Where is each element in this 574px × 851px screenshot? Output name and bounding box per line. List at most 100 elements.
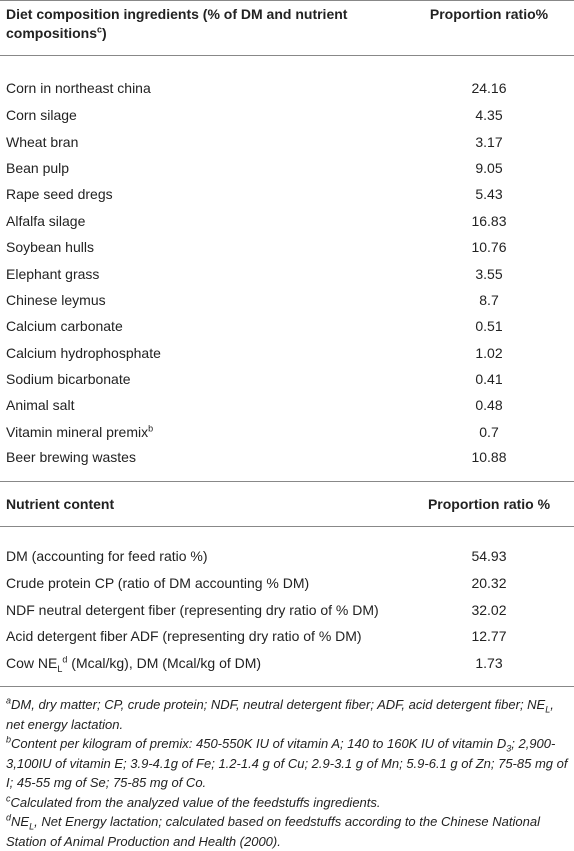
row-label: Rape seed dregs [0,181,404,207]
table-row: Acid detergent fiber ADF (representing d… [0,623,574,649]
row-value: 24.16 [404,56,574,103]
row-label: Acid detergent fiber ADF (representing d… [0,623,404,649]
cell-text: 12.77 [471,628,507,645]
row-label: DM (accounting for feed ratio %) [0,527,404,571]
cell-text: Proportion ratio % [427,495,551,512]
row-value: 32.02 [404,596,574,622]
row-label: Crude protein CP (ratio of DM accounting… [0,570,404,596]
row-value: 12.77 [404,623,574,649]
cell-text: Corn silage [6,107,77,124]
cell-text: Crude protein CP (ratio of DM accounting… [6,575,310,592]
cell-text: Rape seed dregs [6,186,113,203]
cell-text: 0.51 [475,318,503,335]
superscript: d [6,812,12,823]
header-cell: Diet composition ingredients (% of DM an… [0,0,404,56]
cell-text: Acid detergent fiber ADF (representing d… [6,628,362,645]
cell-text: 0.48 [475,397,503,414]
row-value: 9.05 [404,155,574,181]
superscript: b [148,423,154,434]
text-segment: ) [102,25,107,41]
cell-text: 1.73 [475,655,503,672]
row-value: 0.48 [404,392,574,418]
cell-text: 4.35 [475,107,503,124]
superscript: d [62,654,68,665]
cell-text: Bean pulp [6,159,70,176]
cell-text: 8.7 [479,291,499,308]
header-cell: Proportion ratio % [404,481,574,528]
text-segment: DM, dry matter; CP, crude protein; NDF, … [11,697,546,713]
superscript: c [97,24,103,35]
text-segment: Cow NE [6,655,58,672]
row-value: 0.41 [404,366,574,392]
cell-text: Corn in northeast china [6,80,151,96]
table-row: Corn in northeast china 24.16 [0,56,574,103]
row-label: Cow NELd (Mcal/kg), DM (Mcal/kg of DM) [0,649,404,688]
row-value: 3.55 [404,260,574,286]
subscript: L [57,664,63,675]
cell-text: NDF neutral detergent fiber (representin… [6,601,379,618]
header-cell: Nutrient content [0,481,404,528]
table-row: Calcium hydrophosphate 1.02 [0,340,574,366]
table-row: Crude protein CP (ratio of DM accounting… [0,570,574,596]
row-label: Calcium hydrophosphate [0,340,404,366]
row-label: Corn in northeast china [0,56,404,103]
cell-text: 20.32 [471,575,507,592]
text-segment: NE [11,814,30,830]
subscript: 3 [506,743,512,754]
table-row: Animal salt 0.48 [0,392,574,418]
row-value: 1.73 [404,649,574,688]
text-segment: Vitamin mineral premix [6,423,149,440]
text-segment: , net energy lactation. [6,697,554,732]
row-value: 54.93 [404,527,574,571]
header-row: Diet composition ingredients (% of DM an… [0,0,574,56]
subscript: L [29,821,35,832]
row-label: Calcium carbonate [0,313,404,339]
cell-text: 3.17 [475,133,503,150]
cell-text: 5.43 [475,186,503,203]
row-label: Vitamin mineral premixb [0,419,404,445]
row-value: 8.7 [404,287,574,313]
cell-text: 9.05 [475,159,503,176]
row-value: 10.88 [404,445,574,481]
cell-text: Beer brewing wastes [6,449,136,466]
superscript: b [6,734,12,745]
row-label: Wheat bran [0,128,404,154]
table-row: Rape seed dregs 5.43 [0,181,574,207]
table-row: Wheat bran 3.17 [0,128,574,154]
cell-text: DM (accounting for feed ratio %) [6,548,208,565]
text-segment: Calculated from the analyzed value of th… [10,794,381,810]
row-value: 0.51 [404,313,574,339]
cell-text: 32.02 [471,601,507,618]
nutrient-table: Nutrient content Proportion ratio % DM (ac… [0,481,574,688]
footnote: dNEL, Net Energy lactation; calculated b… [6,812,568,851]
cell-text: 10.76 [471,239,507,256]
table-row: Elephant grass 3.55 [0,260,574,286]
row-label: Beer brewing wastes [0,445,404,481]
row-value: 1.02 [404,340,574,366]
footnote: bContent per kilogram of premix: 450-550… [6,734,568,793]
row-value: 3.17 [404,128,574,154]
row-label: Alfalfa silage [0,208,404,234]
cell-text: Calcium hydrophosphate [6,344,161,361]
table-row: Soybean hulls 10.76 [0,234,574,260]
row-value: 10.76 [404,234,574,260]
superscript: c [6,793,11,804]
table-row: Corn silage 4.35 [0,102,574,128]
cell-text: 16.83 [471,212,507,229]
table-row: DM (accounting for feed ratio %) 54.93 [0,527,574,571]
cell-text: Wheat bran [6,133,79,150]
cell-text: 54.93 [471,548,507,565]
table-row: Chinese leymus 8.7 [0,287,574,313]
cell-text: Elephant grass [6,265,100,282]
row-label: Animal salt [0,392,404,418]
row-value: 4.35 [404,102,574,128]
header-cell: Proportion ratio% [404,0,574,56]
text-segment: Content per kilogram of premix: 450-550K… [11,736,507,752]
cell-text: 1.02 [475,344,503,361]
footnote: aDM, dry matter; CP, crude protein; NDF,… [6,695,568,734]
table-row: Calcium carbonate 0.51 [0,313,574,339]
table-row: NDF neutral detergent fiber (representin… [0,596,574,622]
row-label: Soybean hulls [0,234,404,260]
row-label: Chinese leymus [0,287,404,313]
subscript: L [545,704,551,715]
